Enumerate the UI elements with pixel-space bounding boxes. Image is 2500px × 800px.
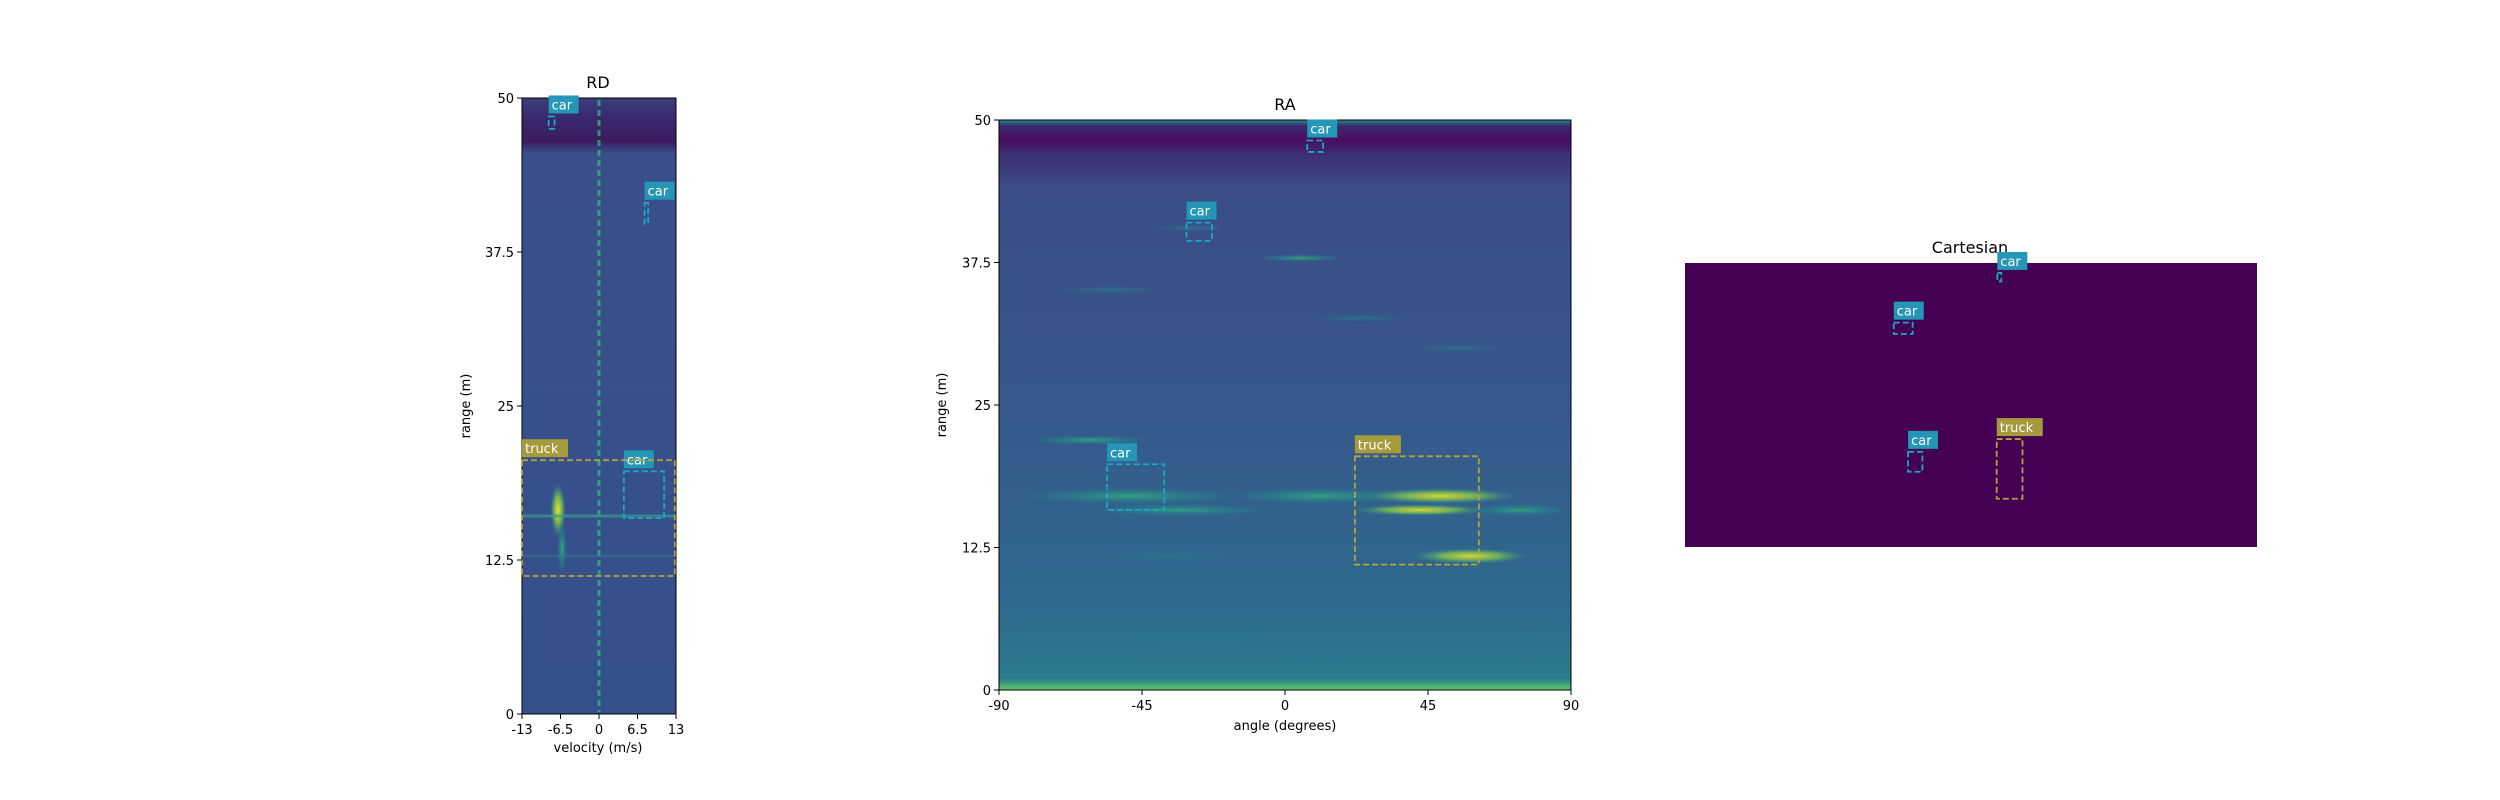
cartesian-car-label-bg (1997, 251, 2028, 270)
cartesian-car-label: car (1911, 434, 1932, 449)
cartesian-truck-bounding-box (1995, 438, 2024, 500)
ra-y-tick-label: 25 (974, 399, 991, 414)
rd-x-ticks: -13 -6.5 0 6.5 13 (511, 714, 684, 738)
ra-x-tick-label: -45 (1131, 699, 1152, 714)
rd-truck-label-bg (522, 439, 568, 458)
rd-x-tick-label: 13 (668, 723, 685, 738)
ra-car-bounding-box (1185, 221, 1213, 242)
rd-target-return (557, 522, 567, 574)
rd-truck-bounding-box (521, 459, 676, 577)
rd-y-tick-label: 0 (506, 708, 514, 723)
rd-title: RD (586, 73, 609, 92)
rd-x-tick-label: -6.5 (548, 723, 573, 738)
rd-car-bounding-box (547, 115, 556, 130)
ra-y-tick-label: 37.5 (962, 257, 991, 272)
rd-truck-label: truck (525, 442, 559, 457)
rd-y-tick-label: 25 (497, 400, 514, 415)
rd-y-tick-label: 12.5 (485, 554, 514, 569)
cartesian-heatmap (1685, 263, 2257, 547)
ra-car-label-bg (1107, 443, 1138, 462)
rd-car-label: car (648, 185, 669, 200)
rd-car-label-bg (548, 95, 579, 114)
ra-x-ticks: -90 -45 0 45 90 (988, 690, 1579, 714)
ra-car-label: car (1110, 446, 1131, 461)
cartesian-truck-label: truck (2000, 421, 2034, 436)
ra-truck-bounding-box (1354, 455, 1480, 566)
rd-car-label: car (552, 98, 573, 113)
ra-x-tick-label: 0 (1281, 699, 1289, 714)
ra-x-tick-label: -90 (988, 699, 1009, 714)
ra-car-label-bg (1186, 201, 1217, 220)
rd-y-tick-label: 37.5 (485, 246, 514, 261)
rd-panel: RD car car car truck -13 -6.5 0 6.5 13 0 12.5 25 3… (459, 73, 684, 756)
cartesian-title: Cartesian (1932, 238, 2008, 257)
rd-x-axis-label: velocity (m/s) (554, 741, 643, 756)
ra-texture (1020, 224, 1570, 666)
ra-car-label: car (1310, 123, 1331, 138)
ra-car-label-bg (1307, 119, 1338, 138)
rd-y-ticks: 0 12.5 25 37.5 50 (485, 92, 522, 723)
rd-y-axis-label: range (m) (459, 374, 474, 439)
rd-car-bounding-box (643, 201, 650, 225)
cartesian-boxes: car car car truck (1892, 251, 2043, 500)
rd-x-tick-label: 6.5 (627, 723, 648, 738)
ra-y-axis-label: range (m) (935, 373, 950, 438)
rd-car-label: car (627, 453, 648, 468)
cartesian-car-bounding-box (1996, 272, 2003, 283)
cartesian-truck-label-bg (1996, 418, 2043, 437)
ra-boxes: car car car truck (1106, 119, 1480, 566)
ra-truck-label: truck (1358, 438, 1392, 453)
ra-title: RA (1274, 95, 1295, 114)
rd-x-tick-label: -13 (511, 723, 532, 738)
cartesian-car-label: car (1897, 305, 1918, 320)
ra-car-bounding-box (1306, 139, 1325, 153)
cartesian-car-bounding-box (1907, 450, 1924, 473)
cartesian-car-label: car (2000, 255, 2021, 270)
cartesian-car-label-bg (1893, 301, 1924, 320)
rd-y-tick-label: 50 (497, 92, 514, 107)
rd-car-label-bg (644, 181, 675, 200)
rd-x-tick-label: 0 (595, 723, 603, 738)
ra-y-tick-label: 50 (974, 114, 991, 129)
ra-heatmap (999, 120, 1571, 690)
ra-y-tick-label: 12.5 (962, 542, 991, 557)
rd-car-bounding-box (622, 470, 666, 520)
ra-y-ticks: 0 12.5 25 37.5 50 (962, 114, 999, 699)
ra-x-axis-label: angle (degrees) (1234, 719, 1337, 734)
ra-x-tick-label: 90 (1563, 699, 1580, 714)
rd-boxes: car car car truck (521, 95, 676, 577)
ra-y-tick-label: 0 (983, 684, 991, 699)
ra-x-tick-label: 45 (1420, 699, 1437, 714)
ra-car-label: car (1189, 205, 1210, 220)
cartesian-car-label-bg (1908, 430, 1939, 449)
rd-car-label-bg (623, 450, 654, 469)
cartesian-car-bounding-box (1892, 321, 1914, 335)
ra-truck-label-bg (1354, 435, 1401, 454)
cartesian-panel: Cartesian car car car truck (1685, 238, 2257, 547)
ra-panel: RA car car car truck -90 -45 0 45 90 0 12.5 25 37.… (935, 95, 1579, 734)
ra-car-bounding-box (1106, 463, 1166, 511)
